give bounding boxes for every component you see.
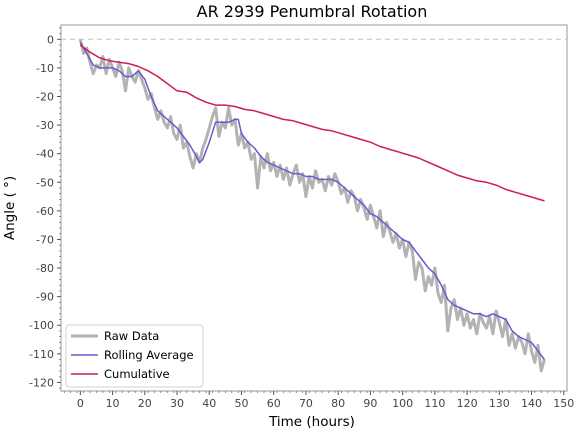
y-tick-label: -110 <box>29 348 54 361</box>
legend: Raw Data Rolling Average Cumulative <box>65 324 204 388</box>
x-tick-label: 90 <box>363 397 377 410</box>
x-tick-label: 130 <box>489 397 510 410</box>
x-tick-label: 0 <box>77 397 84 410</box>
y-tick-label: -90 <box>36 291 54 304</box>
x-tick-label: 70 <box>299 397 313 410</box>
x-tick-label: 80 <box>331 397 345 410</box>
x-tick-label: 150 <box>553 397 574 410</box>
y-tick-label: -10 <box>36 62 54 75</box>
y-tick-label: -60 <box>36 205 54 218</box>
y-tick-label: -80 <box>36 262 54 275</box>
y-tick-label: -120 <box>29 376 54 389</box>
y-tick-label: -40 <box>36 148 54 161</box>
x-axis-label: Time (hours) <box>268 414 355 430</box>
x-tick-label: 60 <box>267 397 281 410</box>
y-tick-label: -20 <box>36 90 54 103</box>
x-tick-label: 30 <box>170 397 184 410</box>
x-tick-label: 20 <box>138 397 152 410</box>
legend-label-rolling: Rolling Average <box>104 348 194 362</box>
x-tick-label: 100 <box>392 397 413 410</box>
legend-label-raw: Raw Data <box>104 329 159 343</box>
y-tick-label: 0 <box>47 33 54 46</box>
y-tick-label: -30 <box>36 119 54 132</box>
x-tick-label: 50 <box>234 397 248 410</box>
y-tick-label: -100 <box>29 319 54 332</box>
legend-label-cumulative: Cumulative <box>104 367 170 381</box>
raw-data-line <box>78 38 546 373</box>
legend-box <box>65 324 204 388</box>
rolling-average-line <box>79 41 545 360</box>
plot-area <box>60 24 568 392</box>
x-tick-label: 120 <box>457 397 478 410</box>
y-axis-label: Angle ( °) <box>2 176 18 240</box>
x-axis: 0 10 20 30 40 50 60 70 80 90 100 110 120 130 140 150 <box>63 391 574 410</box>
cumulative-line <box>79 44 545 202</box>
y-tick-label: -50 <box>36 176 54 189</box>
y-tick-label: -70 <box>36 233 54 246</box>
x-tick-label: 10 <box>106 397 120 410</box>
y-axis: 0 -10 -20 -30 -40 -50 -60 -70 -80 -90 -100 -110 -120 <box>29 27 61 389</box>
x-tick-label: 40 <box>202 397 216 410</box>
chart-title: AR 2939 Penumbral Rotation <box>197 2 428 21</box>
x-tick-label: 140 <box>521 397 542 410</box>
plot-frame <box>60 24 568 392</box>
x-tick-label: 110 <box>424 397 445 410</box>
